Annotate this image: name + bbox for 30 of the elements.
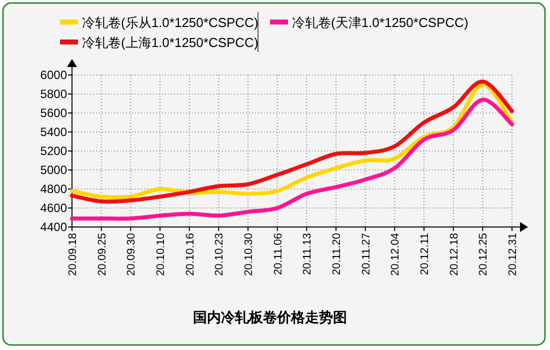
y-tick-label: 4400 [40,220,68,234]
x-tick-label: 20.09.25 [96,233,108,276]
x-tick-label: 20.12.04 [390,233,402,276]
x-tick-label: 20.12.11 [419,233,431,276]
x-tick-label: 20.10.16 [184,233,196,276]
x-tick-label: 20.09.18 [67,233,79,276]
x-tick-label: 20.11.20 [331,233,343,276]
x-tick-label: 20.09.30 [126,233,138,276]
y-tick-label: 4600 [40,201,68,215]
x-tick-label: 20.12.18 [448,233,460,276]
x-tick-label: 20.12.25 [478,233,490,276]
text: 国内冷轧板卷价格走势图 [193,309,347,325]
legend-label: 冷轧卷(上海1.0*1250*CSPCC) [82,35,258,50]
legend-label: 冷轧卷(天津1.0*1250*CSPCC) [292,15,468,30]
x-tick-label: 20.11.27 [360,233,372,276]
y-tick-label: 5800 [40,87,68,101]
y-tick-label: 5200 [40,144,68,158]
y-tick-label: 4800 [40,182,68,196]
x-tick-label: 20.12.31 [507,233,519,276]
line-series [70,98,514,221]
legend-label: 冷轧卷(乐从1.0*1250*CSPCC) [82,15,258,30]
y-tick-label: 5400 [40,125,68,139]
y-tick-label: 6000 [40,68,68,82]
x-tick-label: 20.10.10 [155,233,167,276]
y-tick-label: 5600 [40,106,68,120]
x-tick-label: 20.11.13 [302,233,314,276]
x-tick-label: 20.10.23 [214,233,226,276]
x-tick-label: 20.11.06 [272,233,284,276]
y-tick-label: 5000 [40,163,68,177]
x-tick-label: 20.10.30 [243,233,255,276]
